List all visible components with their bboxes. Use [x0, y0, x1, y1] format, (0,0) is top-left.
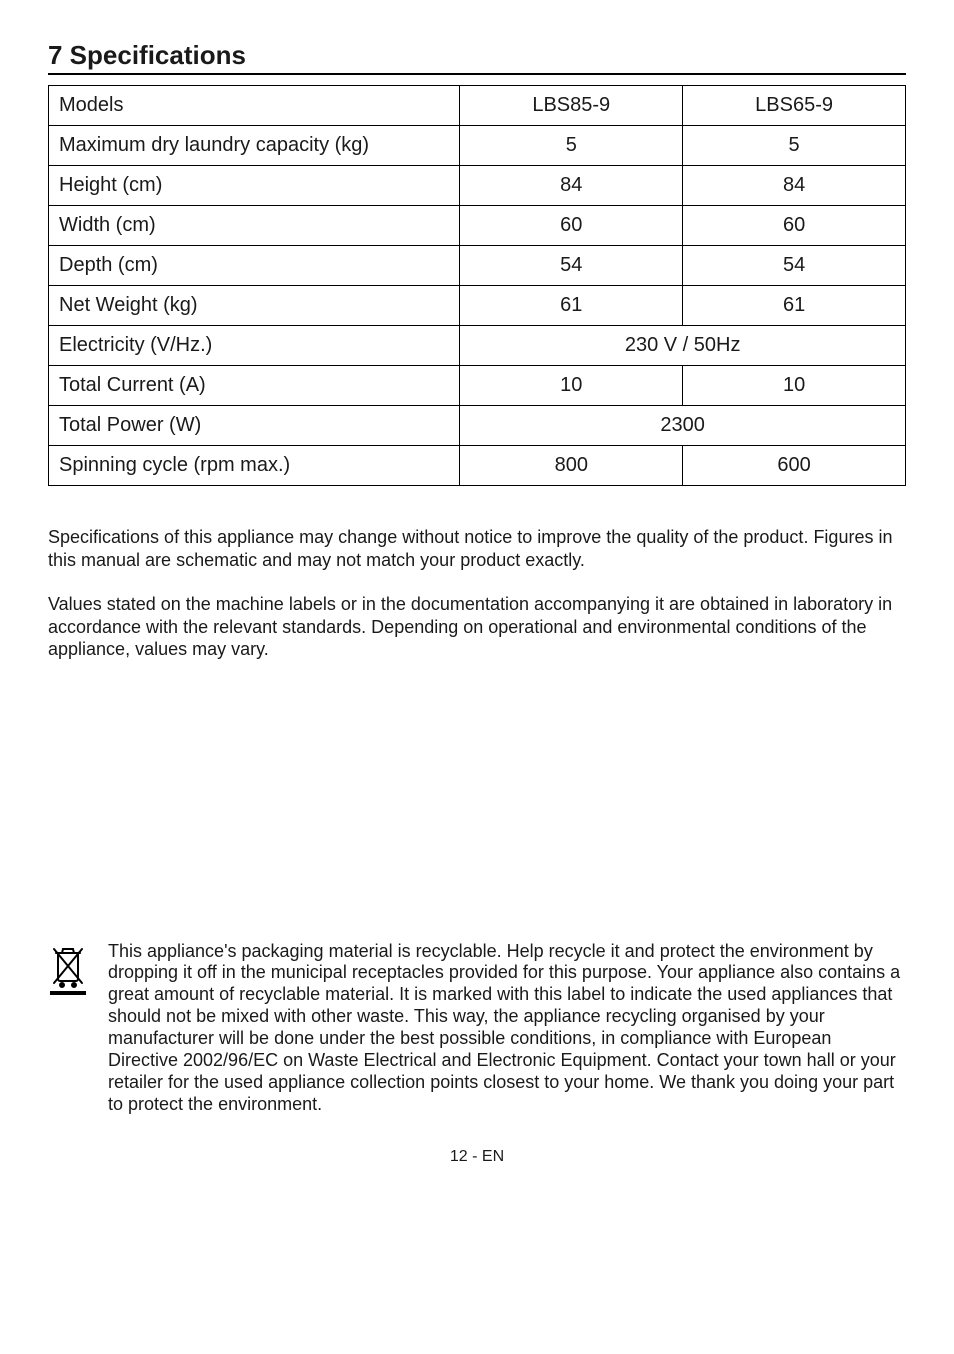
- spec-value: 61: [683, 286, 906, 326]
- table-row: Maximum dry laundry capacity (kg) 5 5: [49, 126, 906, 166]
- spec-label: Spinning cycle (rpm max.): [49, 446, 460, 486]
- spec-label: Total Power (W): [49, 406, 460, 446]
- table-row: Spinning cycle (rpm max.) 800 600: [49, 446, 906, 486]
- table-row: Depth (cm) 54 54: [49, 246, 906, 286]
- spec-label: Depth (cm): [49, 246, 460, 286]
- section-heading: 7 Specifications: [48, 40, 906, 75]
- table-row: Total Power (W) 2300: [49, 406, 906, 446]
- spec-value: 10: [683, 366, 906, 406]
- spec-label: Models: [49, 86, 460, 126]
- spec-value: 230 V / 50Hz: [460, 326, 906, 366]
- spec-label: Net Weight (kg): [49, 286, 460, 326]
- table-row: Net Weight (kg) 61 61: [49, 286, 906, 326]
- spec-value: 5: [683, 126, 906, 166]
- spec-value: 800: [460, 446, 683, 486]
- specifications-table: Models LBS85-9 LBS65-9 Maximum dry laund…: [48, 85, 906, 486]
- weee-bin-icon: [48, 945, 100, 1002]
- spec-label: Electricity (V/Hz.): [49, 326, 460, 366]
- spec-value: 600: [683, 446, 906, 486]
- spec-value: LBS85-9: [460, 86, 683, 126]
- spec-value: 84: [683, 166, 906, 206]
- spec-value: 60: [683, 206, 906, 246]
- spec-label: Height (cm): [49, 166, 460, 206]
- table-row: Total Current (A) 10 10: [49, 366, 906, 406]
- spec-value: 84: [460, 166, 683, 206]
- spec-label: Width (cm): [49, 206, 460, 246]
- spec-value: 10: [460, 366, 683, 406]
- table-row: Height (cm) 84 84: [49, 166, 906, 206]
- table-row: Width (cm) 60 60: [49, 206, 906, 246]
- spec-value: 2300: [460, 406, 906, 446]
- spec-value: LBS65-9: [683, 86, 906, 126]
- spec-label: Maximum dry laundry capacity (kg): [49, 126, 460, 166]
- page-number: 12 - EN: [48, 1148, 906, 1166]
- spec-value: 61: [460, 286, 683, 326]
- table-row: Electricity (V/Hz.) 230 V / 50Hz: [49, 326, 906, 366]
- spec-value: 54: [683, 246, 906, 286]
- disclaimer-note-1: Specifications of this appliance may cha…: [48, 526, 906, 571]
- spec-value: 60: [460, 206, 683, 246]
- spec-value: 54: [460, 246, 683, 286]
- spec-label: Total Current (A): [49, 366, 460, 406]
- disclaimer-note-2: Values stated on the machine labels or i…: [48, 593, 906, 661]
- recycling-notice: This appliance's packaging material is r…: [48, 941, 906, 1117]
- spec-value: 5: [460, 126, 683, 166]
- recycling-text: This appliance's packaging material is r…: [108, 941, 906, 1117]
- table-row: Models LBS85-9 LBS65-9: [49, 86, 906, 126]
